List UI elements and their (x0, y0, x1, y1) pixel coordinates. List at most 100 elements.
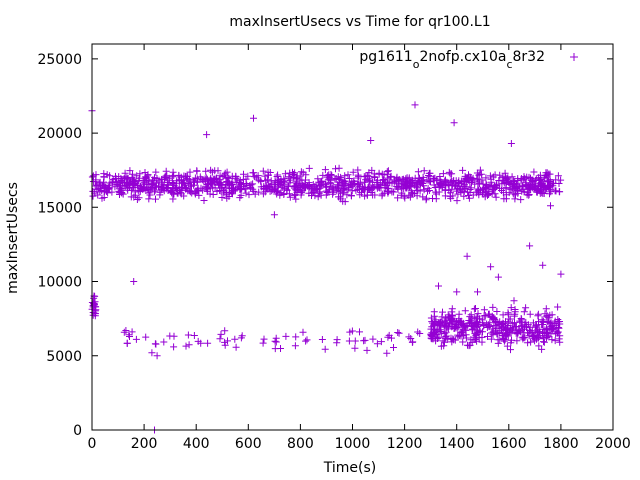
data-point (305, 164, 313, 172)
data-point (363, 186, 371, 194)
data-point (473, 337, 481, 345)
data-point (481, 312, 489, 319)
data-point (149, 176, 157, 184)
data-point (158, 176, 166, 183)
data-point (527, 338, 535, 346)
data-point (555, 335, 563, 343)
data-point (291, 191, 299, 199)
data-point (315, 182, 323, 190)
data-point (545, 181, 553, 189)
data-point (461, 322, 469, 330)
data-point (419, 173, 427, 181)
data-point (221, 183, 229, 191)
data-point-outlier (130, 278, 138, 285)
data-point (508, 319, 516, 327)
data-point (390, 178, 398, 186)
data-point (460, 192, 468, 200)
data-point (363, 346, 371, 354)
data-point (333, 336, 341, 344)
data-point (424, 187, 431, 195)
data-point (132, 335, 140, 343)
data-point (293, 174, 301, 182)
data-point (524, 329, 532, 337)
x-tick-label: 800 (287, 436, 314, 452)
data-point (383, 182, 391, 190)
data-point (261, 188, 269, 196)
data-point (439, 308, 446, 316)
data-point (292, 186, 300, 194)
data-point (292, 333, 300, 341)
x-tick-label: 1400 (439, 436, 475, 452)
data-point (202, 182, 210, 190)
data-point (157, 183, 165, 191)
data-point (414, 328, 422, 336)
data-point (224, 178, 231, 186)
data-point (449, 336, 457, 344)
data-point (495, 328, 503, 336)
data-point-outlier (408, 338, 416, 346)
data-point (468, 338, 476, 346)
data-point (441, 338, 448, 346)
data-point (257, 183, 265, 191)
y-tick-label: 10000 (37, 275, 82, 291)
data-point (324, 172, 332, 180)
data-point (437, 328, 445, 335)
data-point (130, 193, 138, 201)
data-point (136, 188, 144, 196)
data-point (504, 329, 511, 337)
data-point (152, 168, 160, 176)
data-point (509, 190, 517, 198)
data-point (203, 175, 211, 183)
data-point (405, 174, 413, 182)
data-point (361, 178, 368, 186)
data-point (440, 342, 448, 350)
data-point (233, 184, 241, 192)
data-point (126, 333, 133, 340)
data-point (470, 305, 478, 313)
data-point (126, 167, 134, 175)
chart-title: maxInsertUsecs vs Time for qr100.L1 (229, 14, 490, 30)
data-point (551, 187, 559, 195)
x-tick-label: 600 (235, 436, 262, 452)
data-point (264, 171, 272, 179)
data-point (439, 170, 447, 178)
x-tick-label: 200 (131, 436, 158, 452)
data-point-outlier (494, 273, 502, 281)
data-point (533, 188, 541, 196)
data-point (522, 181, 530, 189)
data-point (492, 182, 500, 189)
data-point (489, 303, 497, 311)
data-point (182, 342, 190, 350)
data-point (489, 173, 497, 181)
data-point (530, 181, 538, 189)
data-point (247, 181, 255, 189)
y-tick-label: 15000 (37, 200, 82, 216)
data-point-outlier (153, 352, 161, 360)
data-point (448, 185, 456, 193)
data-point (112, 175, 120, 183)
data-point (521, 334, 529, 342)
data-point (508, 184, 516, 192)
data-point (194, 184, 202, 192)
data-point (90, 299, 98, 307)
data-point (264, 176, 272, 184)
data-point (251, 190, 259, 198)
x-tick-label: 1800 (543, 436, 579, 452)
data-point (190, 332, 198, 339)
data-point (129, 180, 137, 188)
data-point (448, 170, 456, 178)
data-point (347, 192, 355, 199)
data-point (446, 320, 453, 328)
data-point (379, 176, 387, 184)
data-point (419, 193, 427, 201)
data-point (511, 195, 519, 203)
data-point (474, 329, 482, 337)
data-point (420, 167, 428, 175)
data-point (375, 170, 383, 178)
data-point (345, 337, 353, 345)
data-point (367, 189, 375, 196)
data-point (459, 166, 467, 174)
data-point (486, 172, 494, 180)
data-point (145, 195, 153, 203)
data-point (91, 303, 99, 311)
